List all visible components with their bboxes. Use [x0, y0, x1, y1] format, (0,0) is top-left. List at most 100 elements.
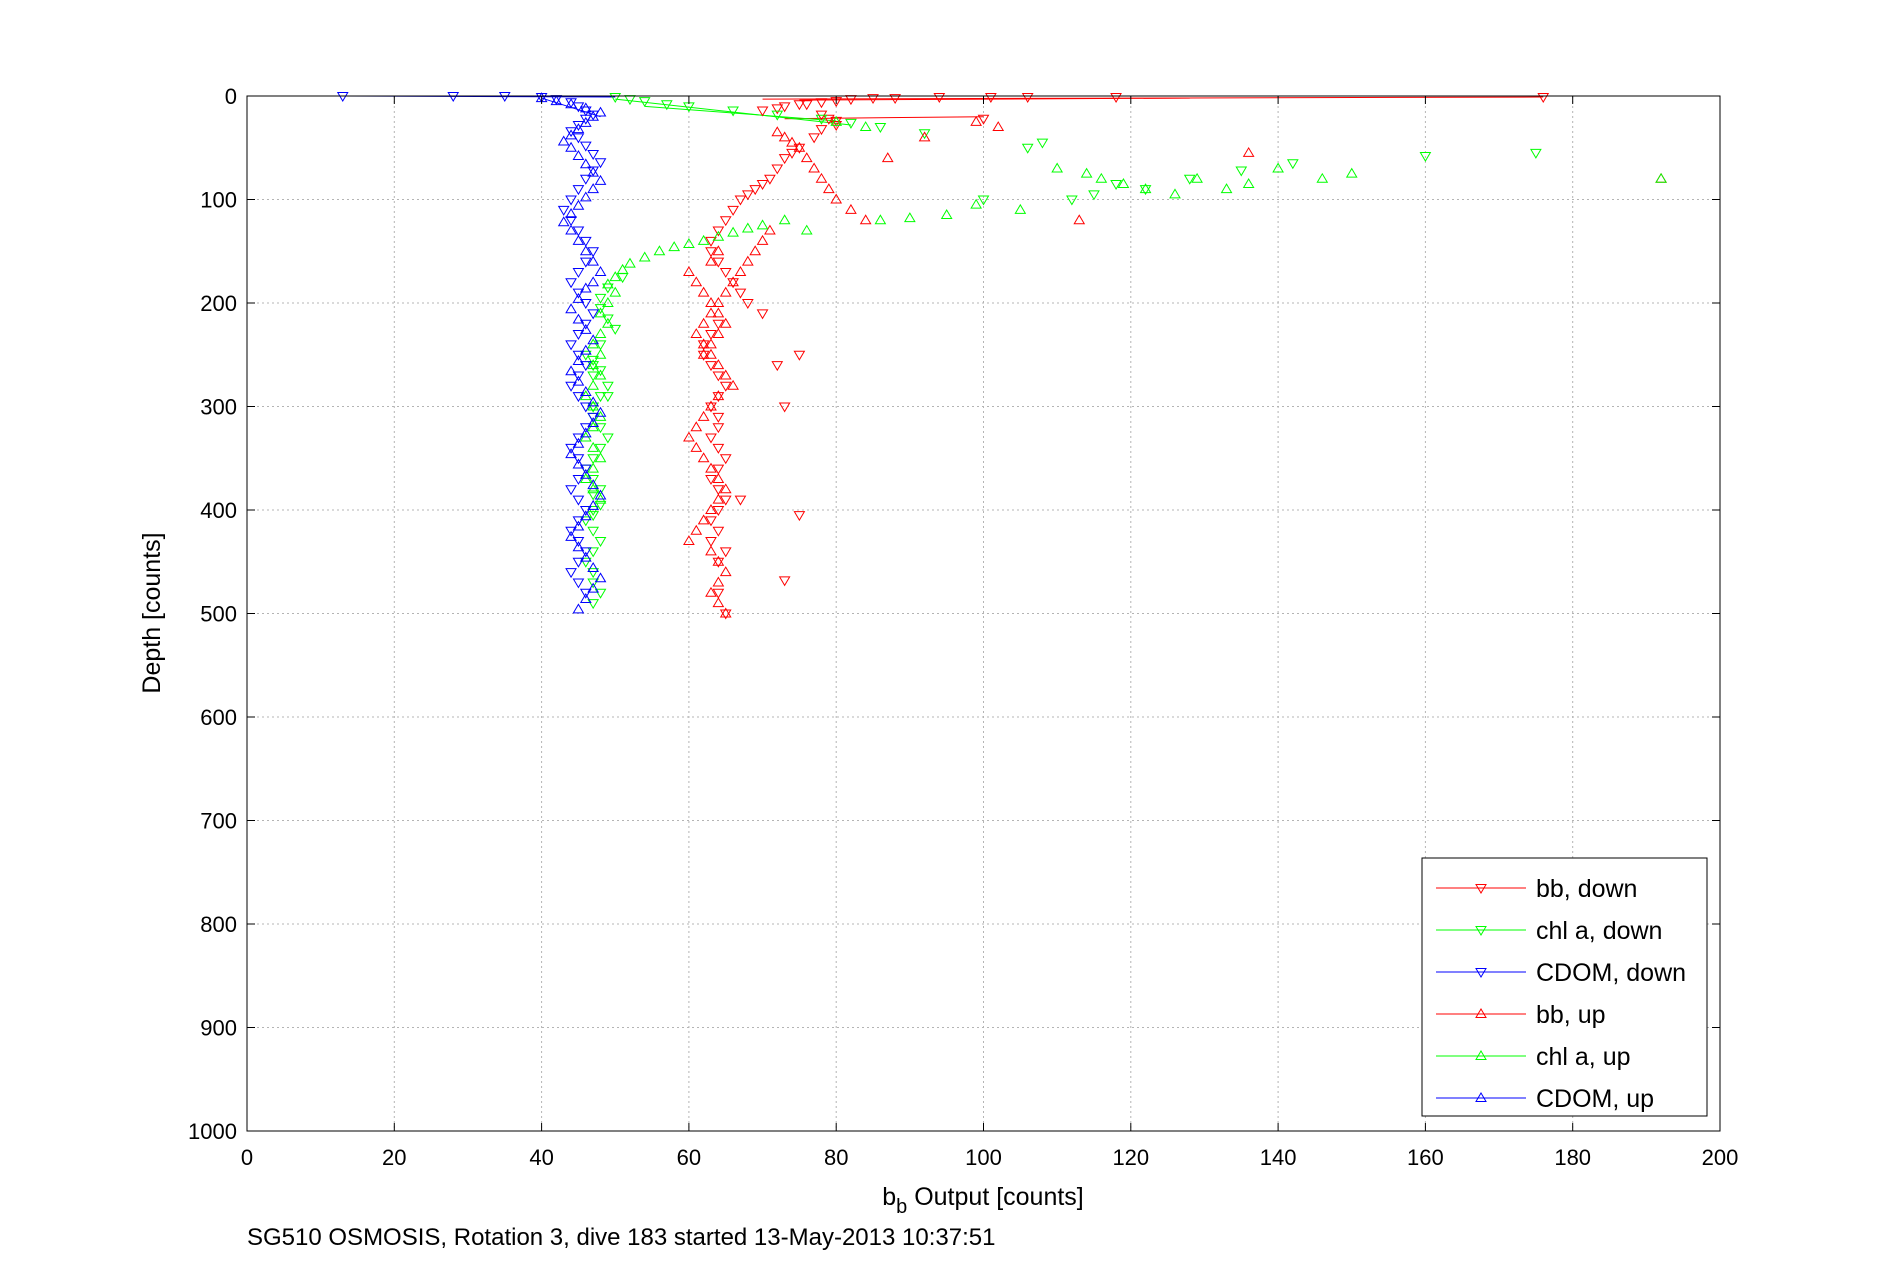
data-point	[594, 443, 607, 454]
data-point	[572, 495, 585, 506]
data-point	[565, 208, 577, 218]
data-point	[1095, 172, 1108, 183]
data-point	[579, 174, 592, 185]
data-point	[579, 236, 592, 247]
data-point	[903, 212, 916, 223]
data-point	[1220, 183, 1233, 194]
data-point	[587, 355, 600, 366]
data-point	[572, 123, 585, 134]
data-point	[579, 547, 592, 558]
series-bb-up	[683, 115, 1667, 618]
data-point	[1655, 172, 1667, 183]
data-point	[447, 92, 460, 102]
data-point	[712, 257, 725, 268]
data-point	[579, 102, 592, 113]
data-point	[741, 222, 754, 233]
data-point	[749, 185, 762, 196]
x-tick-label: 140	[1260, 1145, 1297, 1170]
data-point	[874, 123, 887, 134]
data-point	[572, 150, 585, 161]
data-point	[697, 317, 710, 328]
data-point	[808, 162, 820, 173]
data-point	[1139, 185, 1152, 196]
series-chl-a-up	[579, 115, 1667, 504]
data-point	[565, 530, 577, 541]
data-point	[741, 299, 754, 309]
x-tick-label: 100	[965, 1145, 1002, 1170]
data-point	[579, 158, 592, 169]
data-point	[697, 286, 710, 297]
data-point	[587, 276, 600, 287]
data-point	[697, 340, 710, 351]
data-point	[594, 423, 607, 434]
data-point	[572, 454, 585, 465]
series-cdom-down	[336, 92, 607, 599]
data-point	[734, 195, 747, 206]
data-point	[712, 392, 725, 403]
legend-marker	[1475, 884, 1487, 894]
y-axis-label: Depth [counts]	[138, 532, 166, 693]
legend-label: chl a, down	[1536, 917, 1662, 945]
data-point	[977, 195, 990, 206]
surface-trace-lines	[342, 95, 1544, 126]
data-point	[727, 205, 739, 216]
data-point	[815, 172, 828, 183]
data-point	[587, 402, 600, 413]
data-point	[587, 149, 600, 160]
data-point	[587, 371, 600, 382]
data-point	[594, 537, 607, 548]
data-point	[970, 115, 983, 126]
data-point	[778, 214, 791, 225]
data-point	[572, 458, 585, 469]
data-point	[933, 93, 946, 104]
data-point	[1014, 203, 1027, 214]
data-point	[1110, 93, 1122, 104]
data-point	[705, 504, 717, 514]
data-point	[793, 511, 806, 522]
data-point	[793, 350, 806, 361]
data-point	[867, 94, 879, 105]
data-point	[602, 297, 614, 307]
data-point	[572, 292, 585, 303]
data-point	[815, 98, 828, 109]
data-point	[579, 557, 592, 568]
data-point	[727, 226, 739, 237]
data-point	[1021, 93, 1034, 104]
legend-marker	[1475, 926, 1487, 936]
data-point	[579, 427, 592, 438]
data-point	[572, 392, 585, 403]
y-tick-label: 500	[200, 602, 237, 627]
data-point	[565, 381, 577, 392]
series-bb-down	[697, 93, 1550, 620]
data-point	[579, 510, 592, 521]
data-point	[594, 500, 607, 511]
data-point	[712, 443, 725, 454]
data-point	[690, 421, 703, 432]
data-point	[587, 183, 600, 194]
data-point	[712, 493, 725, 504]
data-point	[859, 121, 872, 132]
data-point	[602, 381, 614, 392]
data-point	[719, 381, 732, 392]
data-point	[609, 286, 622, 297]
data-point	[572, 537, 585, 548]
data-point	[712, 597, 725, 608]
data-point	[705, 338, 717, 349]
data-point	[572, 520, 585, 531]
x-tick-label: 0	[241, 1145, 253, 1170]
data-point	[705, 402, 717, 413]
data-point	[683, 431, 695, 442]
data-point	[1183, 174, 1196, 185]
data-point	[719, 216, 732, 227]
data-point	[587, 561, 600, 572]
data-point	[587, 379, 600, 390]
data-point	[572, 557, 585, 568]
data-point	[874, 214, 887, 225]
data-point	[557, 135, 570, 146]
data-point	[594, 348, 607, 359]
x-tick-label: 40	[529, 1145, 553, 1170]
data-point	[565, 365, 577, 376]
data-point	[786, 136, 798, 147]
data-point	[756, 179, 769, 190]
